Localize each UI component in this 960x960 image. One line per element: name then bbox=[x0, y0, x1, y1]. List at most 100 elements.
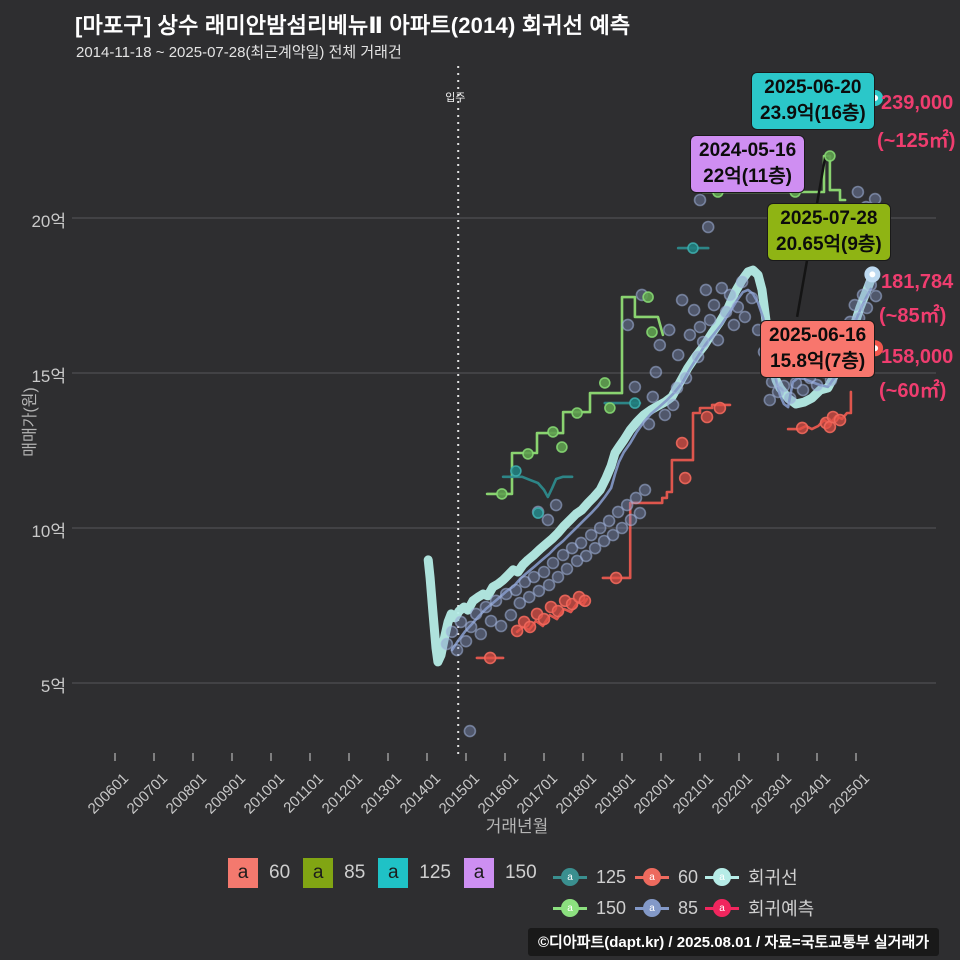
line-marker-icon: a bbox=[553, 867, 587, 887]
scatter60-point bbox=[675, 436, 689, 450]
scatter85-point bbox=[666, 398, 680, 412]
y-tick-10: 10억 bbox=[31, 522, 66, 541]
scatter85-point bbox=[719, 305, 733, 319]
scatter85-point bbox=[662, 323, 676, 337]
y-tick-20: 20억 bbox=[31, 212, 66, 231]
scatter85-point bbox=[588, 541, 602, 555]
scatter85-point bbox=[679, 371, 693, 385]
scatter85-point bbox=[484, 614, 498, 628]
prediction-marker-85 bbox=[864, 266, 881, 283]
legend-swatch-icon: a bbox=[303, 858, 334, 888]
scatter85-point bbox=[602, 514, 616, 528]
prediction-value-85: 181,784 bbox=[881, 271, 954, 293]
prediction-area-60: (~60㎡) bbox=[879, 380, 947, 402]
scatter85-point bbox=[579, 549, 593, 563]
scatter85-point bbox=[646, 390, 660, 404]
line-marker-icon: a bbox=[635, 898, 669, 918]
scatter85-point bbox=[642, 417, 656, 431]
scatter125-point bbox=[532, 507, 544, 519]
scatter85-point bbox=[777, 379, 791, 393]
legend-square-label: 60 bbox=[269, 862, 291, 883]
scatter85-point bbox=[621, 318, 635, 332]
legend-line-85[interactable]: a 85 bbox=[635, 895, 705, 921]
scatter85-point bbox=[765, 375, 779, 389]
scatter85-point bbox=[440, 637, 454, 651]
scatter85-point bbox=[638, 483, 652, 497]
prediction-value-60: 158,000 bbox=[881, 346, 954, 368]
footer-credit: ©디아파트(dapt.kr) / 2025.08.01 / 자료=국토교통부 실… bbox=[528, 928, 940, 956]
scatter85-point bbox=[620, 498, 634, 512]
legend-square-125[interactable]: a 125 bbox=[378, 858, 451, 888]
scatter85-point bbox=[464, 620, 478, 634]
legend-size-squares: a 60 a 85 a 125 a 150 bbox=[228, 858, 537, 888]
scatter85-point bbox=[489, 594, 503, 608]
scatter85-point bbox=[851, 185, 865, 199]
x-axis-title: 거래년월 bbox=[485, 817, 549, 836]
scatter85-point bbox=[683, 328, 697, 342]
legend-line-회귀선[interactable]: a 회귀선 bbox=[705, 864, 865, 890]
scatter85-point bbox=[653, 338, 667, 352]
scatter60-point bbox=[483, 651, 497, 665]
scatter85-point bbox=[745, 291, 759, 305]
page-subtitle: 2014-11-18 ~ 2025-07-28(최근계약일) 전체 거래건 bbox=[76, 44, 402, 61]
scatter60-point bbox=[833, 413, 847, 427]
scatter85-point bbox=[693, 320, 707, 334]
legend-swatch-icon: a bbox=[228, 858, 258, 888]
scatter85-point bbox=[469, 607, 483, 621]
scatter85-point bbox=[633, 506, 647, 520]
scatter60-point bbox=[713, 401, 727, 415]
legend-lines-row2: a 150 a 85 a 회귀예측 bbox=[553, 895, 865, 921]
scatter85-point bbox=[565, 541, 579, 555]
scatter85-point bbox=[527, 570, 541, 584]
scatter85-point bbox=[701, 220, 715, 234]
annotation-125: 2025-06-20 23.9억(16층) bbox=[751, 72, 875, 130]
legend-line-150[interactable]: a 150 bbox=[553, 895, 635, 921]
scatter85-point bbox=[463, 724, 477, 738]
annotation-150: 2024-05-16 22억(11층) bbox=[690, 135, 806, 193]
legend-square-label: 150 bbox=[504, 862, 537, 883]
y-tick-5: 5억 bbox=[40, 677, 66, 696]
scatter85-point bbox=[703, 313, 717, 327]
annotation-price: 20.65억(9층) bbox=[776, 234, 882, 255]
scatter60-point bbox=[537, 612, 551, 626]
legend-square-150[interactable]: a 150 bbox=[463, 858, 537, 888]
legend-square-60[interactable]: a 60 bbox=[228, 858, 290, 888]
scatter60-point bbox=[700, 410, 714, 424]
y-tick-15: 15억 bbox=[31, 367, 66, 386]
scatter60-point bbox=[678, 471, 692, 485]
scatter85-point bbox=[628, 380, 642, 394]
scatter85-point bbox=[615, 521, 629, 535]
scatter85-point bbox=[810, 378, 824, 392]
scatter85-point bbox=[856, 288, 870, 302]
scatter125-point bbox=[510, 465, 522, 477]
scatter150-point bbox=[642, 291, 654, 303]
scatter85-point bbox=[763, 393, 777, 407]
scatter85-point bbox=[611, 505, 625, 519]
scatter85-point bbox=[624, 513, 638, 527]
scatter85-point bbox=[504, 608, 518, 622]
scatter85-point bbox=[549, 498, 563, 512]
legend-line-label: 85 bbox=[678, 897, 699, 918]
scatter60-point bbox=[551, 604, 565, 618]
scatter85-point bbox=[459, 634, 473, 648]
legend-line-125[interactable]: a 125 bbox=[553, 864, 635, 890]
scatter85-point bbox=[658, 408, 672, 422]
legend-line-회귀예측[interactable]: a 회귀예측 bbox=[705, 895, 865, 921]
y-axis-title: 매매가(원) bbox=[22, 387, 39, 457]
scatter85-point bbox=[450, 643, 464, 657]
annotation-date: 2025-06-16 bbox=[769, 325, 867, 346]
legend-lines-row1: a 125 a 60 a 회귀선 bbox=[553, 864, 865, 890]
annotation-60: 2025-06-16 15.8억(7층) bbox=[760, 320, 876, 378]
legend-square-85[interactable]: a 85 bbox=[303, 858, 365, 888]
scatter150-point bbox=[547, 426, 559, 438]
scatter85-point bbox=[479, 600, 493, 614]
scatter85-point bbox=[522, 590, 536, 604]
legend-swatch-icon: a bbox=[463, 858, 494, 888]
scatter150-point bbox=[598, 377, 611, 389]
step150 bbox=[701, 154, 847, 202]
legend-line-60[interactable]: a 60 bbox=[635, 864, 705, 890]
prediction-area-125: (~125㎡) bbox=[877, 130, 956, 152]
scatter85-point bbox=[869, 289, 883, 303]
scatter85-point bbox=[551, 570, 565, 584]
